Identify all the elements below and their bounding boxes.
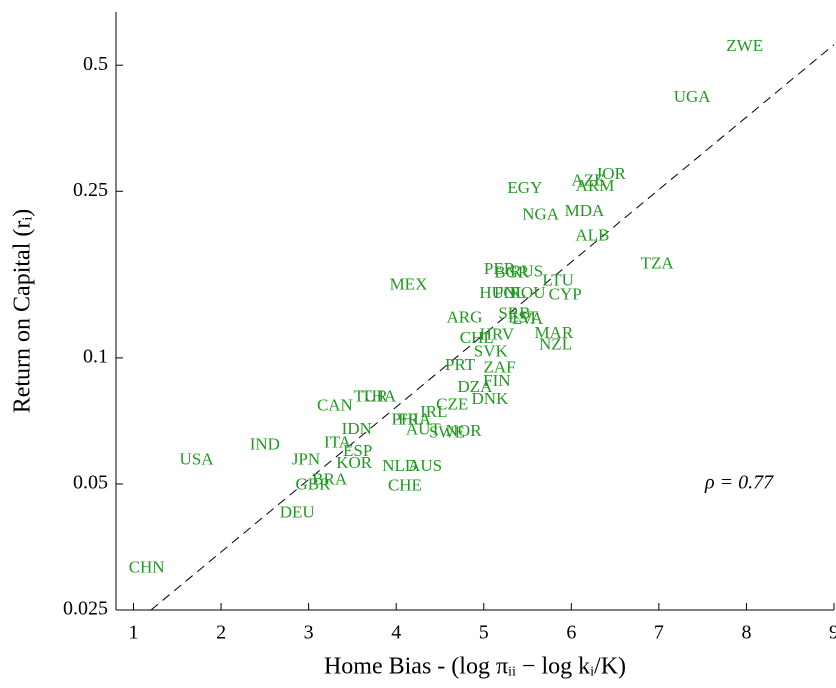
point-label: UGA	[674, 87, 712, 106]
point-label: AUT	[406, 420, 442, 439]
point-label: DZA	[458, 377, 494, 396]
point-label: POL	[494, 283, 526, 302]
point-label: LVA	[512, 309, 544, 328]
point-label: CHE	[388, 475, 422, 494]
y-tick-label: 0.025	[63, 598, 108, 620]
point-label: CZE	[436, 394, 468, 413]
x-tick-label: 8	[741, 622, 751, 644]
point-label: FIN	[483, 371, 510, 390]
point-label: NGA	[522, 204, 560, 223]
point-label: ZAF	[483, 357, 515, 376]
x-tick-label: 7	[654, 622, 664, 644]
x-tick-label: 9	[829, 622, 836, 644]
point-label: DNK	[471, 389, 509, 408]
point-label: LTU	[542, 271, 574, 290]
point-label: DEU	[280, 502, 315, 521]
point-label: ESP	[343, 441, 372, 460]
point-label: EGY	[507, 178, 542, 197]
point-label: THA	[361, 386, 397, 405]
point-label: SVK	[474, 341, 509, 360]
point-label: RUS	[510, 261, 543, 280]
point-label: ARG	[447, 308, 483, 327]
y-tick-label: 0.05	[73, 472, 108, 494]
point-label: AZE	[571, 170, 604, 189]
point-label: NOR	[446, 421, 483, 440]
point-label: PRT	[445, 355, 476, 374]
point-label: MAR	[534, 323, 573, 342]
point-label: GBR	[296, 474, 332, 493]
point-label: ITA	[324, 432, 352, 451]
y-tick-label: 0.5	[83, 53, 108, 75]
annotation: ρ = 0.77	[704, 472, 774, 494]
point-label: IRL	[420, 402, 447, 421]
point-label: IDN	[342, 419, 372, 438]
point-label: TZA	[641, 254, 675, 273]
x-axis-label: Home Bias - (log πᵢᵢ − log kᵢ/K)	[324, 654, 626, 680]
point-label: SRB	[498, 303, 530, 322]
point-label: PHL	[392, 409, 424, 428]
x-tick-label: 4	[391, 622, 401, 644]
point-label: EST	[508, 308, 539, 327]
y-tick-label: 0.25	[73, 179, 108, 201]
x-tick-label: 1	[129, 622, 139, 644]
point-label: ALB	[575, 225, 609, 244]
x-tick-label: 5	[479, 622, 489, 644]
point-label: BRA	[312, 469, 348, 488]
point-label: CHN	[129, 557, 165, 576]
x-tick-label: 6	[566, 622, 576, 644]
point-label: MEX	[390, 274, 428, 293]
x-tick-label: 2	[216, 622, 226, 644]
point-label: MDA	[565, 201, 605, 220]
point-label: HRV	[480, 325, 515, 344]
point-label: AUS	[408, 456, 442, 475]
fit-line	[150, 44, 835, 611]
point-label: JOR	[596, 164, 627, 183]
point-label: CAN	[317, 395, 353, 414]
point-label: SWE	[429, 422, 465, 441]
point-label: BGR	[494, 262, 530, 281]
y-axis-label: Return on Capital (rᵢ)	[10, 209, 36, 414]
point-label: PER	[484, 259, 516, 278]
point-label: USA	[180, 449, 215, 468]
point-label: CYP	[549, 284, 582, 303]
y-tick-label: 0.1	[83, 345, 108, 367]
point-label: NZL	[539, 335, 572, 354]
point-label: ZWE	[726, 36, 763, 55]
point-label: KOR	[336, 453, 373, 472]
point-label: IND	[250, 434, 280, 453]
point-label: NLD	[382, 456, 417, 475]
point-label: HUN	[479, 283, 516, 302]
point-label: JPN	[292, 449, 320, 468]
point-label: CHL	[460, 328, 494, 347]
point-label: TUR	[354, 386, 389, 405]
x-tick-label: 3	[304, 622, 314, 644]
point-label: ARM	[576, 176, 615, 195]
point-label: ROU	[510, 283, 546, 302]
point-label: FRA	[398, 409, 432, 428]
